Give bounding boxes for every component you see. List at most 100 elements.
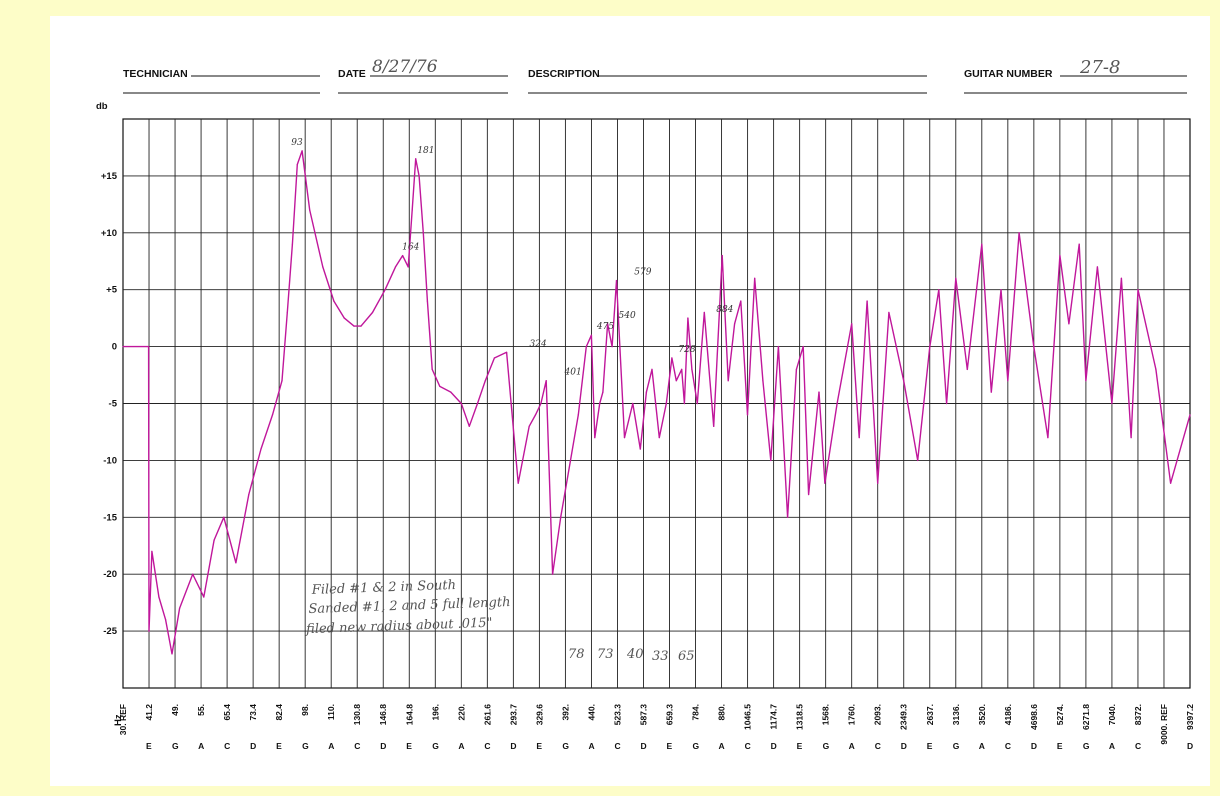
x-tick-label: 440.	[586, 704, 596, 721]
x-tick-label: 9000. REF	[1159, 704, 1169, 745]
data-point	[1068, 323, 1070, 325]
data-point	[787, 516, 789, 518]
data-point	[468, 425, 470, 427]
y-tick-label: +5	[106, 285, 118, 296]
data-point	[866, 300, 868, 302]
x-tick-label: 2093.	[873, 704, 883, 725]
x-tick-label: 3136.	[951, 704, 961, 725]
data-point	[286, 311, 288, 314]
x-tick-label: 49.	[170, 704, 180, 716]
note-label: A	[328, 741, 334, 751]
data-point	[165, 619, 167, 621]
guitar-number-label: GUITAR NUMBER	[964, 68, 1053, 80]
data-point	[248, 493, 250, 496]
x-tick-label: 8372.	[1133, 704, 1143, 725]
x-tick-label: 1174.7	[769, 704, 779, 730]
data-point	[411, 209, 413, 211]
note-label: A	[979, 741, 985, 751]
note-line-2: Sanded #1, 2 and 5 full length	[308, 595, 510, 617]
note-label: D	[1031, 741, 1037, 751]
handwritten-notes: Filed #1 & 2 in South Sanded #1, 2 and 5…	[305, 578, 511, 637]
data-point	[981, 243, 983, 245]
data-point	[713, 425, 715, 427]
data-point	[683, 402, 686, 405]
data-point	[594, 437, 596, 439]
note-label: E	[927, 741, 933, 751]
data-point	[727, 380, 729, 382]
note-label: G	[562, 741, 569, 751]
data-point	[808, 493, 810, 496]
data-point	[577, 414, 579, 416]
data-point	[607, 323, 609, 325]
data-point	[770, 459, 772, 461]
data-point	[903, 380, 905, 382]
note-label: D	[771, 741, 777, 751]
data-point	[611, 346, 613, 348]
data-point	[858, 437, 860, 439]
note-label: C	[1135, 741, 1141, 751]
data-point	[506, 351, 508, 353]
data-point	[877, 482, 879, 484]
data-point	[560, 516, 562, 518]
header: TECHNICIAN DATE 8/27/76 DESCRIPTION GUIT…	[123, 57, 1187, 94]
data-point	[484, 380, 486, 382]
data-point	[402, 255, 404, 257]
note-label: G	[693, 741, 700, 751]
x-tick-label: 55.	[196, 704, 206, 716]
note-label: G	[432, 741, 439, 751]
bottom-number-1: 78	[568, 647, 585, 662]
data-point	[192, 573, 194, 575]
data-point	[394, 266, 397, 268]
data-point	[615, 280, 618, 282]
note-label: E	[797, 741, 803, 751]
x-tick-label: 261.6	[482, 704, 492, 726]
data-point	[1059, 255, 1061, 257]
data-point	[818, 391, 820, 393]
y-tick-label: -5	[109, 399, 118, 410]
data-point	[235, 562, 237, 564]
data-point	[585, 346, 587, 348]
x-tick-label: 7040.	[1107, 704, 1117, 725]
data-point	[353, 325, 355, 327]
x-tick-label: 30. REF	[118, 704, 128, 735]
note-label: D	[510, 741, 516, 751]
bottom-number-5: 65	[678, 649, 695, 664]
note-label: D	[901, 741, 907, 751]
x-tick-label: 6271.8	[1081, 704, 1091, 730]
data-point	[148, 630, 150, 632]
data-point	[795, 368, 798, 370]
data-point	[333, 300, 335, 302]
peak-label: 884	[716, 305, 733, 315]
data-point	[203, 596, 205, 598]
series-line	[123, 150, 1191, 655]
note-label: C	[614, 741, 620, 751]
data-point	[740, 300, 742, 302]
data-point	[384, 289, 386, 291]
data-point	[1085, 380, 1087, 382]
x-tick-label: 293.7	[508, 704, 518, 726]
x-tick-label: 2637.	[925, 704, 935, 725]
data-point	[762, 380, 764, 382]
data-point	[322, 266, 324, 268]
data-point	[309, 209, 311, 211]
data-point	[418, 175, 420, 177]
data-point	[1078, 243, 1080, 245]
y-axis-label: db	[96, 101, 108, 112]
x-tick-label: 523.3	[612, 704, 622, 726]
y-tick-label: -25	[103, 626, 117, 637]
data-point	[623, 437, 626, 439]
data-point	[671, 357, 673, 359]
data-point	[213, 539, 215, 541]
data-point	[929, 346, 931, 348]
data-point	[1120, 277, 1122, 279]
note-label: A	[588, 741, 594, 751]
data-point	[281, 380, 283, 382]
note-label: E	[667, 741, 673, 751]
data-point	[260, 448, 262, 450]
note-label: A	[849, 741, 855, 751]
frequency-response-chart: TECHNICIAN DATE 8/27/76 DESCRIPTION GUIT…	[96, 57, 1195, 751]
data-point	[371, 311, 374, 314]
note-label: D	[640, 741, 646, 751]
data-point	[836, 402, 838, 405]
date-label: DATE	[338, 68, 366, 80]
